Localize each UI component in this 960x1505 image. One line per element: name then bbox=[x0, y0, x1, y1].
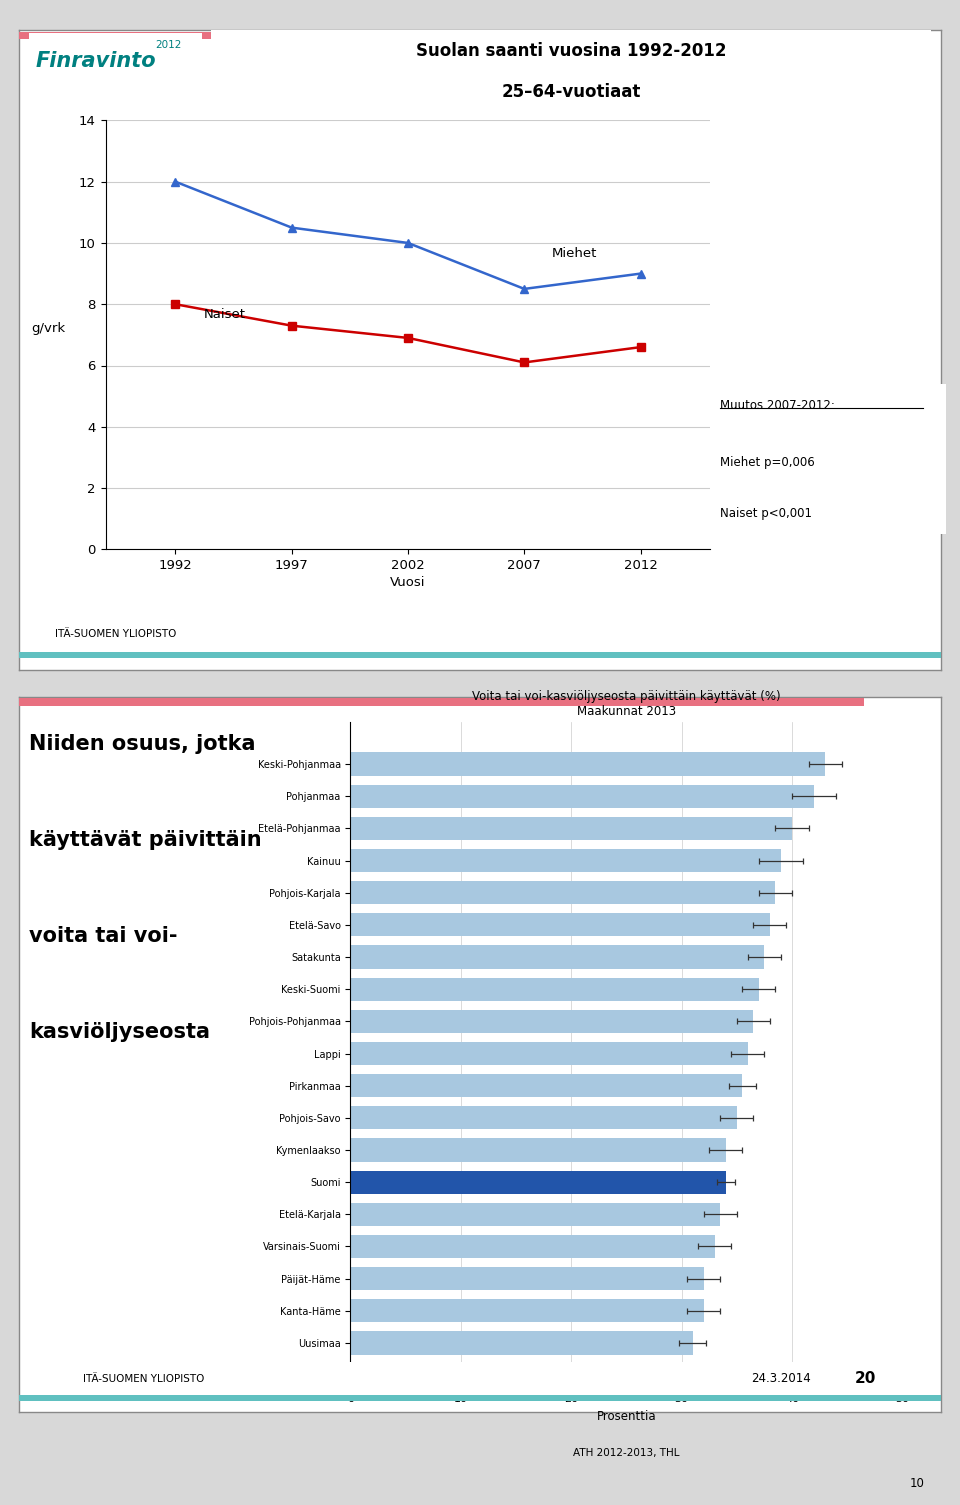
Bar bbox=[350, 1106, 737, 1129]
Text: käyttävät päivittäin: käyttävät päivittäin bbox=[29, 829, 261, 850]
Text: Suolan saanti vuosina 1992-2012: Suolan saanti vuosina 1992-2012 bbox=[416, 42, 727, 60]
Bar bbox=[350, 1171, 726, 1193]
Text: Muutos 2007-2012:: Muutos 2007-2012: bbox=[720, 399, 834, 412]
Text: Naiset p<0,001: Naiset p<0,001 bbox=[720, 507, 812, 521]
X-axis label: Vuosi: Vuosi bbox=[391, 576, 425, 590]
Y-axis label: g/vrk: g/vrk bbox=[32, 322, 65, 334]
Text: kasviöljyseosta: kasviöljyseosta bbox=[29, 1022, 210, 1041]
Bar bbox=[350, 1075, 742, 1097]
Text: Miehet p=0,006: Miehet p=0,006 bbox=[720, 456, 814, 470]
Bar bbox=[350, 978, 758, 1001]
Bar bbox=[350, 1267, 704, 1290]
Text: Finravinto: Finravinto bbox=[36, 51, 156, 71]
Text: ITÄ-SUOMEN YLIOPISTO: ITÄ-SUOMEN YLIOPISTO bbox=[55, 629, 176, 638]
Bar bbox=[350, 945, 764, 969]
Text: Naiset: Naiset bbox=[204, 309, 246, 321]
Bar bbox=[350, 1041, 748, 1066]
Bar bbox=[350, 1236, 714, 1258]
Text: voita tai voi-: voita tai voi- bbox=[29, 926, 178, 947]
Bar bbox=[350, 880, 776, 905]
Text: 24.3.2014: 24.3.2014 bbox=[751, 1373, 810, 1385]
Text: Miehet: Miehet bbox=[552, 247, 597, 260]
Bar bbox=[350, 1202, 720, 1227]
Bar bbox=[350, 1138, 726, 1162]
Bar bbox=[350, 914, 770, 936]
X-axis label: Prosenttia: Prosenttia bbox=[596, 1410, 657, 1422]
Text: ITÄ-SUOMEN YLIOPISTO: ITÄ-SUOMEN YLIOPISTO bbox=[83, 1374, 204, 1383]
Text: Niiden osuus, jotka: Niiden osuus, jotka bbox=[29, 734, 255, 754]
Bar bbox=[350, 784, 814, 808]
Text: 20: 20 bbox=[854, 1371, 876, 1386]
Text: 25–64-vuotiaat: 25–64-vuotiaat bbox=[501, 83, 641, 101]
Bar bbox=[350, 1010, 754, 1032]
Title: Voita tai voi-kasviöljyseosta päivittäin käyttävät (%)
Maakunnat 2013: Voita tai voi-kasviöljyseosta päivittäin… bbox=[472, 691, 780, 718]
Bar bbox=[350, 1299, 704, 1323]
Bar bbox=[350, 1332, 693, 1354]
Bar bbox=[350, 849, 781, 871]
Text: ATH 2012-2013, THL: ATH 2012-2013, THL bbox=[573, 1448, 680, 1457]
Text: 2012: 2012 bbox=[155, 39, 181, 50]
Bar bbox=[350, 817, 792, 840]
Bar bbox=[350, 752, 826, 775]
Text: 10: 10 bbox=[910, 1478, 924, 1490]
